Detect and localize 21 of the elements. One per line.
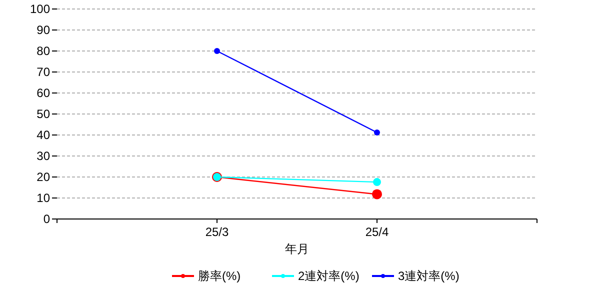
y-tick-label: 100: [30, 2, 50, 16]
x-tick-label: 25/3: [205, 225, 229, 239]
y-tick-label: 20: [36, 170, 50, 184]
y-tick-label: 10: [36, 191, 50, 206]
y-tick-label: 30: [36, 149, 50, 164]
y-tick-label: 80: [36, 44, 50, 58]
point: [373, 178, 381, 186]
y-tick-label: 70: [36, 65, 50, 80]
x-axis-title: 年月: [285, 242, 309, 256]
y-tick-label: 90: [36, 23, 50, 38]
y-tick-label: 50: [36, 107, 50, 122]
legend-label: 勝率(%): [198, 269, 241, 284]
point: [374, 129, 380, 136]
y-tick-label: 60: [36, 86, 50, 100]
legend-label: 3連対率(%): [398, 269, 460, 284]
point: [372, 189, 382, 200]
y-tick-label: 40: [36, 128, 50, 142]
x-tick-label: 25/4: [365, 225, 389, 239]
legend-label: 2連対率(%): [298, 269, 360, 284]
point: [214, 48, 220, 54]
y-tick-label: 0: [43, 212, 50, 226]
